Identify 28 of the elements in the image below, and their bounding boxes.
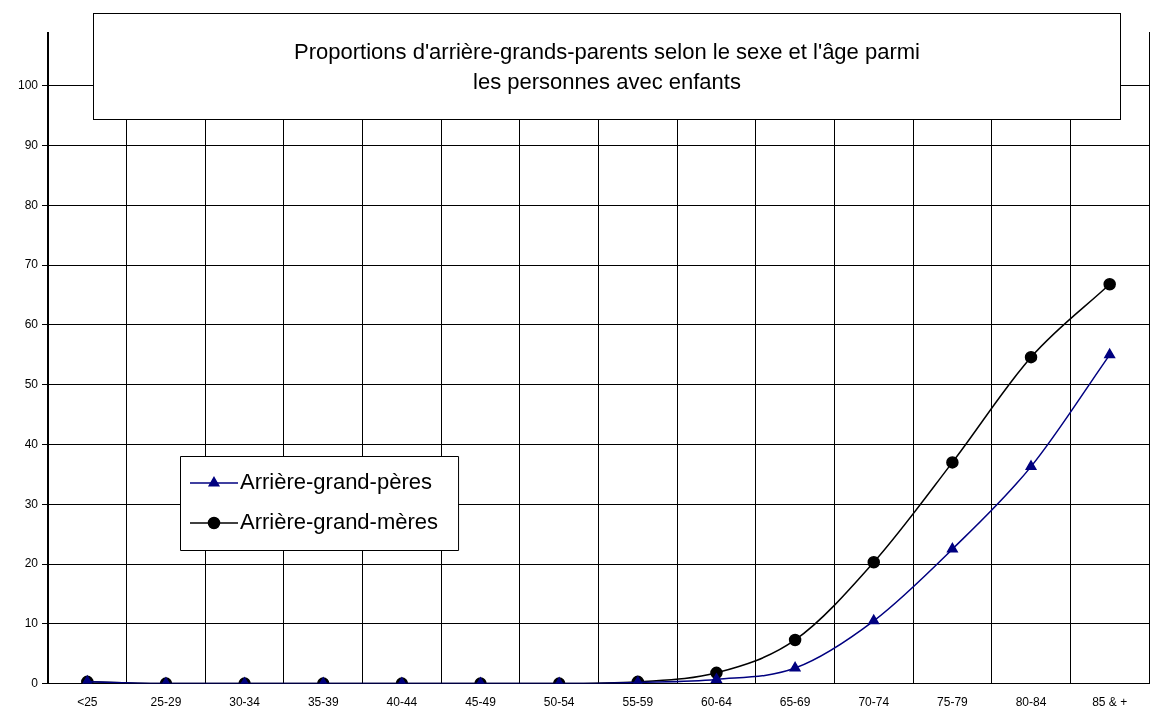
y-tick-label: 80	[24, 197, 39, 212]
x-tick-label: <25	[77, 695, 98, 710]
x-tick-label: 40-44	[386, 695, 418, 710]
y-tick-label: 50	[24, 377, 39, 392]
y-tick-label: 0	[31, 675, 39, 690]
x-tick-label: 60-64	[701, 695, 733, 710]
x-tick-label: 30-34	[229, 695, 261, 710]
x-tick-label: 55-59	[622, 695, 654, 710]
legend-label: Arrière-grand-pères	[240, 469, 432, 495]
x-tick-label: 70-74	[858, 695, 890, 710]
legend-label: Arrière-grand-mères	[240, 509, 439, 535]
x-tick-label: 80-84	[1015, 695, 1047, 710]
y-tick-label: 40	[24, 436, 39, 451]
y-tick-label: 60	[24, 317, 39, 332]
title-frame: Proportions d'arrière-grands-parents selon le sexe et l'âge parmi les personnes avec enfants	[93, 13, 1121, 120]
x-tick-label: 25-29	[150, 695, 182, 710]
x-tick-label: 45-49	[465, 695, 497, 710]
x-tick-label: 50-54	[543, 695, 575, 710]
x-tick-label: 35-39	[307, 695, 339, 710]
y-tick-label: 100	[17, 78, 39, 93]
y-tick-label: 90	[24, 137, 39, 152]
x-tick-label: 65-69	[779, 695, 811, 710]
y-tick-label: 30	[24, 496, 39, 511]
y-tick-label: 20	[24, 556, 39, 571]
x-tick-label: 75-79	[937, 695, 969, 710]
y-tick-label: 70	[24, 257, 39, 272]
y-tick-label: 10	[24, 616, 39, 631]
x-tick-label: 85 & +	[1092, 695, 1128, 710]
